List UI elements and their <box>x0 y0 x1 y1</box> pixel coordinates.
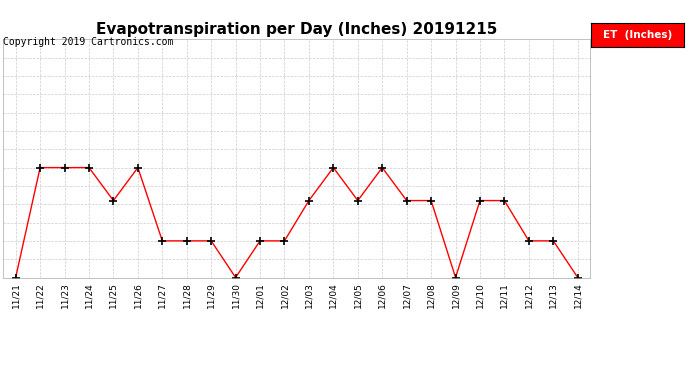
Text: Copyright 2019 Cartronics.com: Copyright 2019 Cartronics.com <box>3 37 174 47</box>
Title: Evapotranspiration per Day (Inches) 20191215: Evapotranspiration per Day (Inches) 2019… <box>96 22 497 37</box>
Text: ET  (Inches): ET (Inches) <box>602 30 672 40</box>
